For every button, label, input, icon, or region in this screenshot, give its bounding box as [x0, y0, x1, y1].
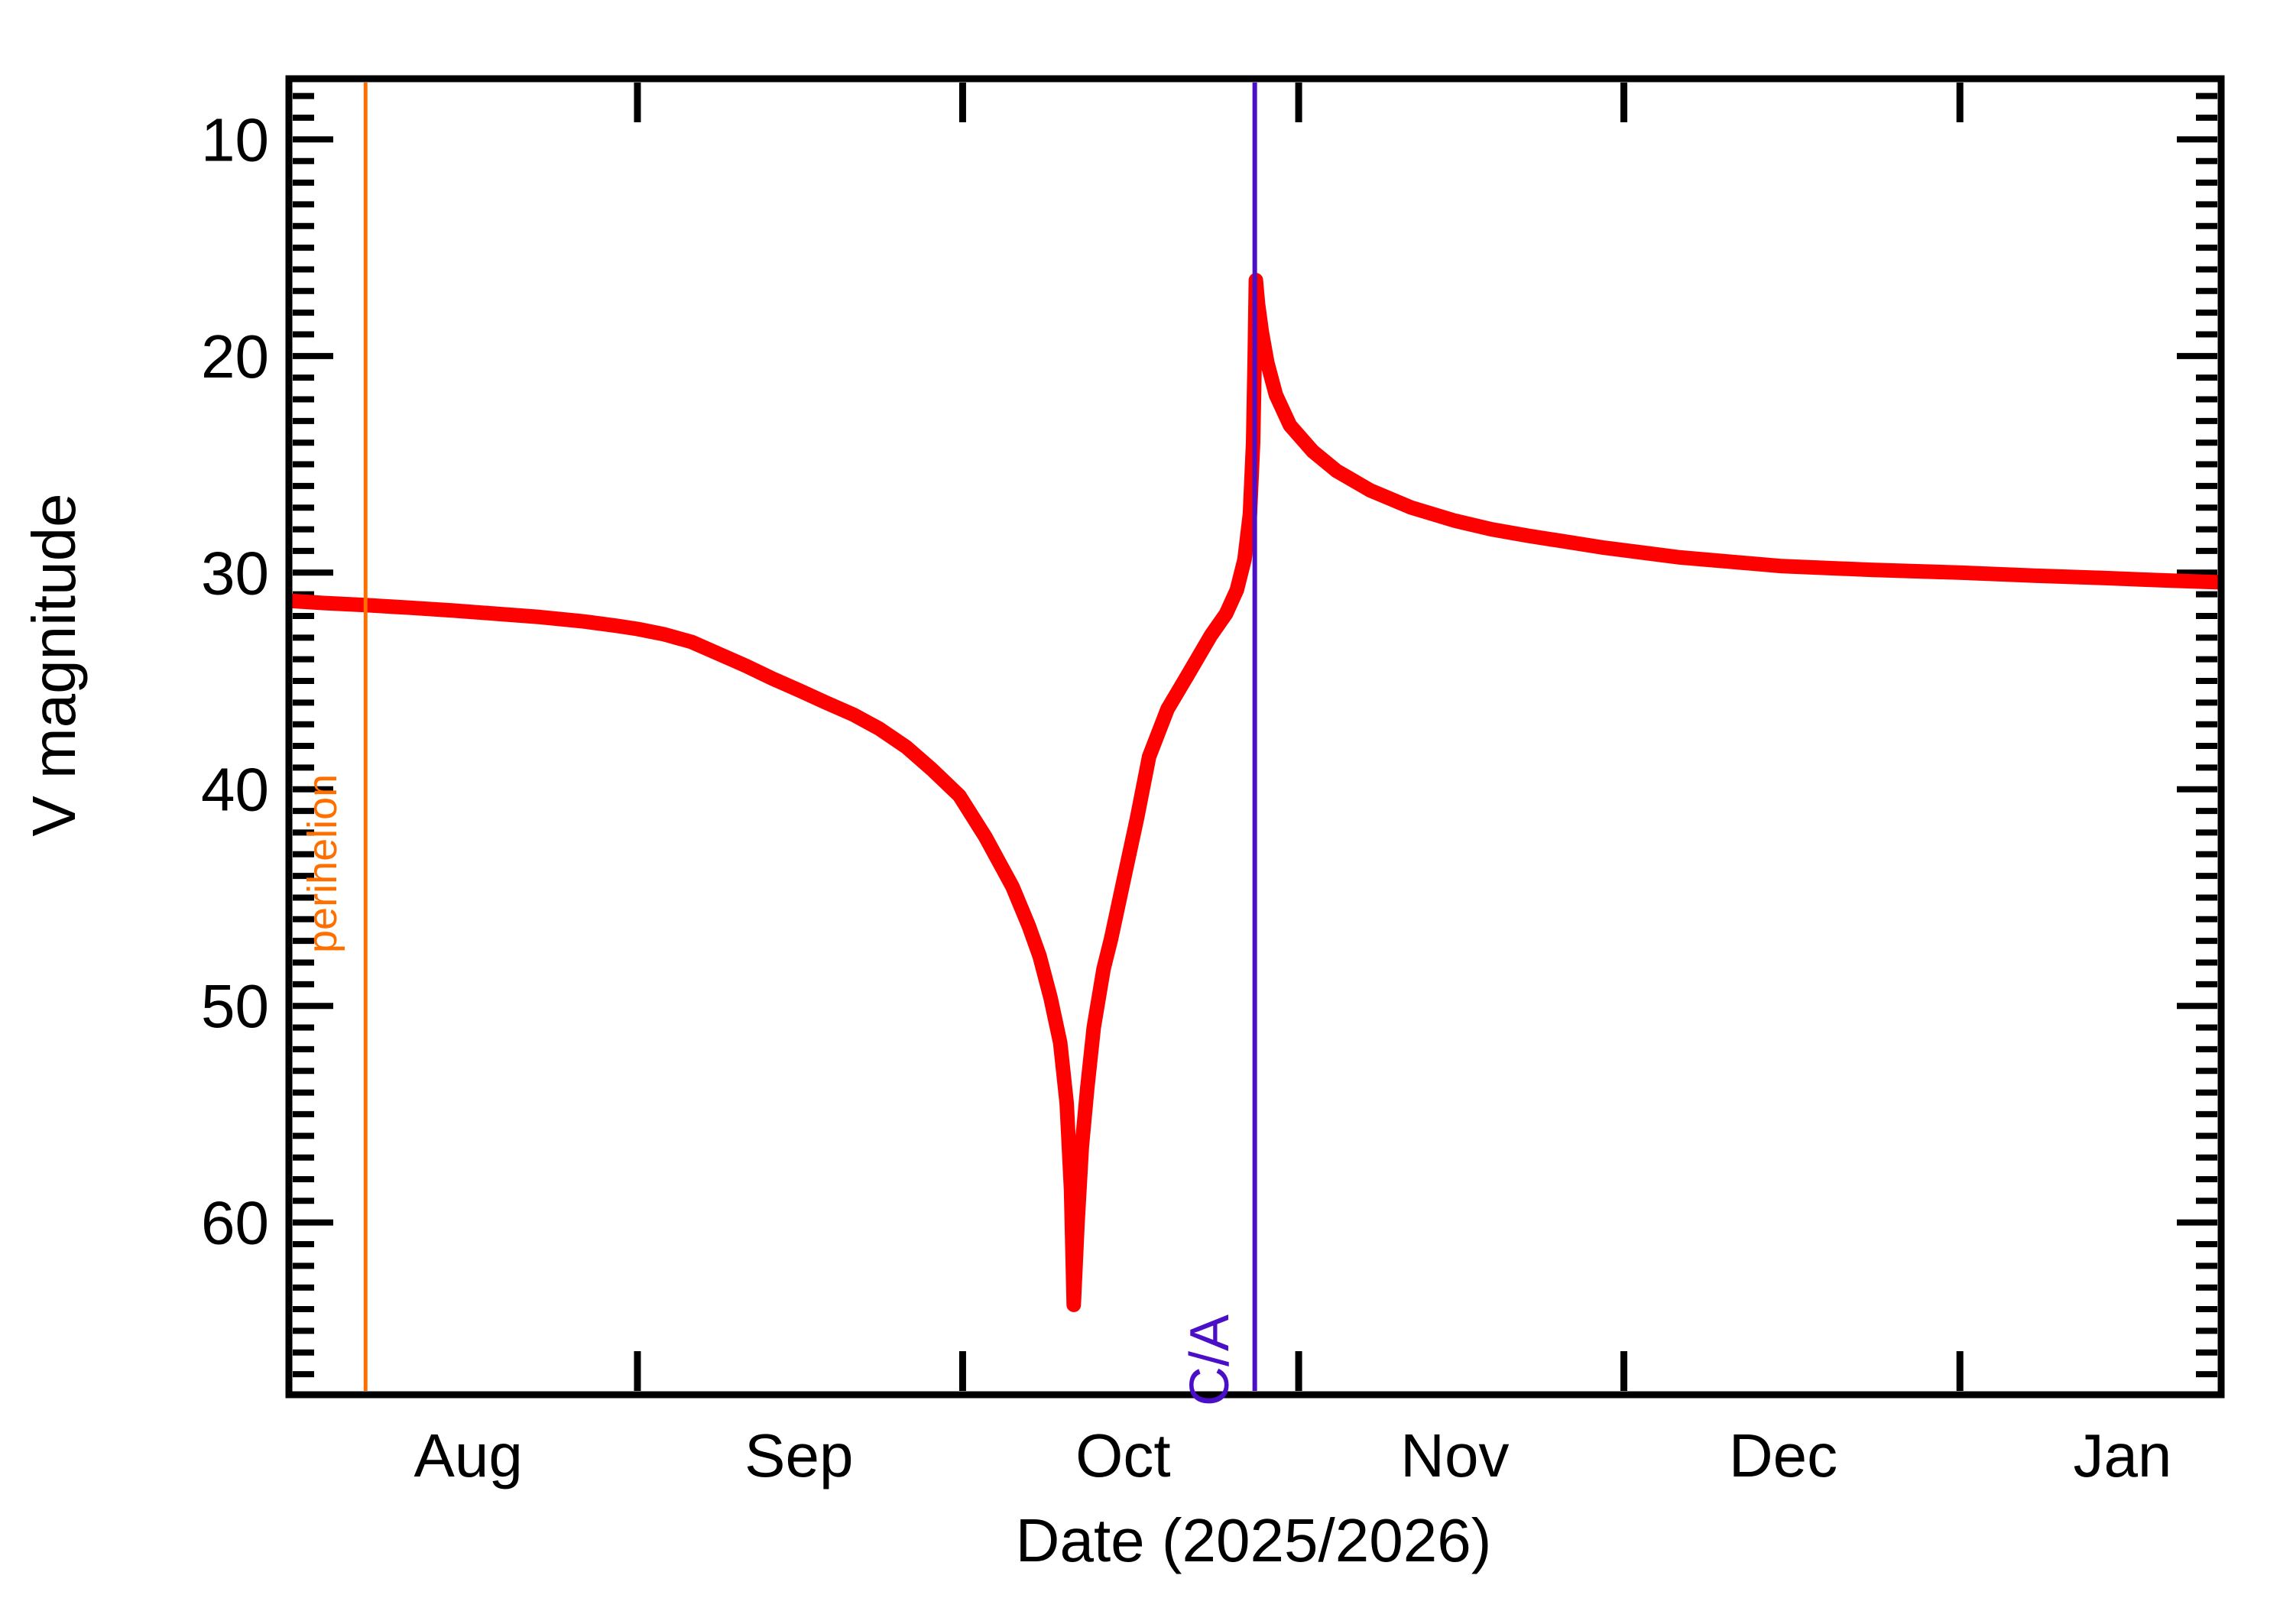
y-tick-label: 60 — [201, 1189, 269, 1257]
x-tick-label-aug: Aug — [414, 1421, 523, 1489]
y-tick-label: 50 — [201, 972, 269, 1040]
x-tick-label-sep: Sep — [744, 1421, 853, 1489]
y-tick-label: 40 — [201, 756, 269, 824]
y-tick-label: 30 — [201, 539, 269, 607]
y-axis-title: V magnitude — [20, 493, 88, 836]
x-tick-label-dec: Dec — [1729, 1421, 1837, 1489]
y-tick-label: 10 — [201, 105, 269, 173]
axis-ticks — [293, 83, 2217, 1391]
event-marker-lines — [363, 83, 1257, 1391]
perihelion-label: perihelion — [300, 774, 345, 953]
close-approach-label: C/A — [1179, 1314, 1241, 1406]
x-tick-label-nov: Nov — [1400, 1421, 1509, 1489]
x-axis-title: Date (2025/2026) — [1016, 1506, 1492, 1574]
curve-v-magnitude — [288, 273, 2222, 1312]
x-tick-label-oct: Oct — [1075, 1421, 1170, 1489]
y-tick-label: 20 — [201, 323, 269, 391]
x-tick-label-jan: Jan — [2073, 1421, 2171, 1489]
tick-labels: 10 20 30 40 50 60 Aug Sep Oct Nov Dec Jan — [201, 105, 2171, 1489]
plot-border — [285, 75, 2225, 1399]
v-magnitude-line — [288, 273, 2222, 1312]
